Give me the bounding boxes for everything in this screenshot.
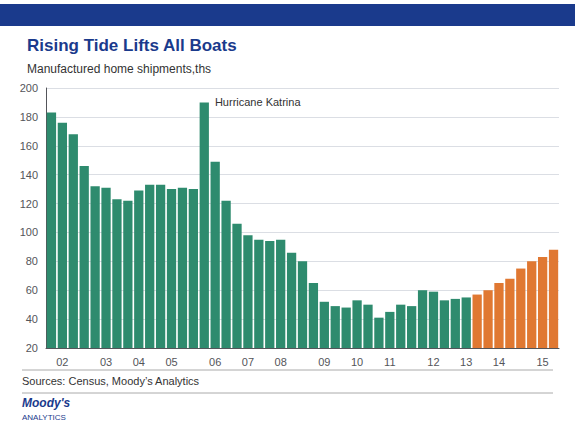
- svg-text:60: 60: [26, 284, 38, 296]
- svg-text:20: 20: [26, 342, 38, 354]
- svg-text:Manufactured home shipments,th: Manufactured home shipments,ths: [27, 62, 211, 76]
- svg-text:04: 04: [133, 356, 145, 368]
- svg-text:05: 05: [165, 356, 177, 368]
- svg-text:06: 06: [209, 356, 221, 368]
- svg-text:03: 03: [100, 356, 112, 368]
- svg-text:Moody's: Moody's: [22, 396, 71, 410]
- svg-text:02: 02: [56, 356, 68, 368]
- svg-text:13: 13: [460, 356, 472, 368]
- svg-text:10: 10: [351, 356, 363, 368]
- svg-text:120: 120: [20, 198, 38, 210]
- svg-text:15: 15: [537, 356, 549, 368]
- svg-text:11: 11: [384, 356, 395, 368]
- svg-text:80: 80: [26, 255, 38, 267]
- svg-text:200: 200: [20, 82, 38, 94]
- svg-text:140: 140: [20, 169, 38, 181]
- svg-text:08: 08: [275, 356, 287, 368]
- svg-text:Sources: Census, Moody’s Analy: Sources: Census, Moody’s Analytics: [22, 375, 200, 387]
- svg-text:100: 100: [20, 226, 38, 238]
- svg-text:Hurricane Katrina: Hurricane Katrina: [215, 96, 301, 108]
- svg-text:40: 40: [26, 313, 38, 325]
- svg-text:07: 07: [242, 356, 254, 368]
- svg-text:Rising Tide Lifts All Boats: Rising Tide Lifts All Boats: [27, 36, 237, 55]
- svg-text:12: 12: [427, 356, 439, 368]
- svg-text:160: 160: [20, 140, 38, 152]
- svg-text:14: 14: [493, 356, 505, 368]
- svg-text:180: 180: [20, 111, 38, 123]
- svg-text:ANALYTICS: ANALYTICS: [22, 413, 66, 422]
- svg-text:09: 09: [318, 356, 330, 368]
